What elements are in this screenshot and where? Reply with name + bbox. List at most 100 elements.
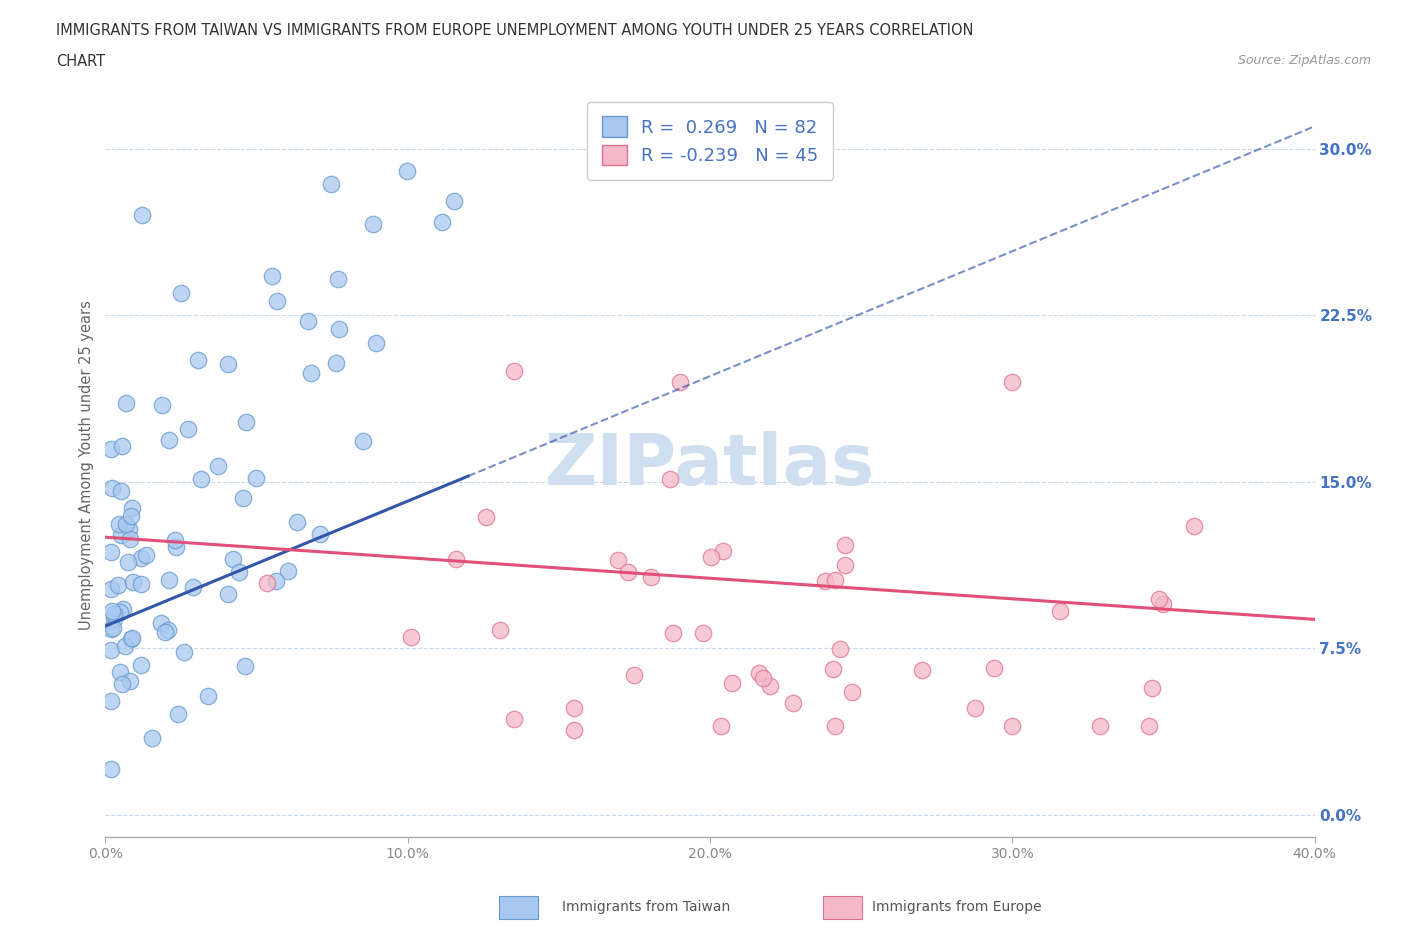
Point bbox=[352, 433, 374, 448]
Point bbox=[1088, 719, 1111, 734]
Point bbox=[111, 438, 134, 453]
Text: Immigrants from Europe: Immigrants from Europe bbox=[872, 899, 1042, 914]
Point bbox=[1049, 604, 1071, 618]
Point bbox=[121, 631, 143, 645]
Point bbox=[100, 545, 122, 560]
Point bbox=[107, 578, 129, 592]
Point bbox=[207, 458, 229, 473]
Point bbox=[176, 421, 198, 436]
Point bbox=[1182, 519, 1205, 534]
Point bbox=[277, 564, 299, 578]
Point bbox=[502, 364, 524, 379]
Point bbox=[114, 638, 136, 653]
Point bbox=[266, 294, 288, 309]
Point bbox=[748, 666, 770, 681]
Point bbox=[328, 322, 350, 337]
Point bbox=[502, 711, 524, 726]
Point bbox=[181, 579, 204, 594]
Point bbox=[983, 661, 1005, 676]
Point bbox=[222, 551, 245, 566]
Point bbox=[131, 577, 153, 591]
Y-axis label: Unemployment Among Youth under 25 years: Unemployment Among Youth under 25 years bbox=[79, 300, 94, 630]
Point bbox=[1153, 596, 1175, 611]
Point bbox=[153, 625, 176, 640]
Point bbox=[120, 673, 142, 688]
Point bbox=[759, 679, 782, 694]
Point bbox=[299, 365, 322, 380]
Point bbox=[101, 481, 124, 496]
Point bbox=[1001, 374, 1024, 389]
Point bbox=[309, 527, 332, 542]
Point bbox=[782, 696, 804, 711]
Point bbox=[616, 565, 638, 579]
Point bbox=[232, 491, 254, 506]
Point bbox=[197, 688, 219, 703]
Point bbox=[100, 604, 122, 618]
Point bbox=[120, 631, 142, 646]
Point bbox=[562, 723, 585, 737]
Point bbox=[141, 730, 163, 745]
Point bbox=[264, 573, 287, 588]
Point bbox=[659, 472, 682, 486]
Point bbox=[285, 514, 308, 529]
Point bbox=[112, 602, 135, 617]
Point bbox=[108, 516, 131, 531]
Point bbox=[100, 622, 122, 637]
Point bbox=[444, 552, 467, 567]
Point bbox=[187, 352, 209, 367]
Point bbox=[121, 575, 143, 590]
Point bbox=[841, 684, 863, 699]
Point bbox=[100, 762, 122, 777]
Point bbox=[607, 552, 630, 567]
Point bbox=[700, 550, 723, 565]
Point bbox=[190, 472, 212, 486]
Point bbox=[1137, 719, 1160, 734]
Point bbox=[233, 659, 256, 674]
Point bbox=[149, 616, 172, 631]
Point bbox=[129, 551, 152, 565]
Point bbox=[824, 573, 846, 588]
Point bbox=[911, 663, 934, 678]
Point bbox=[245, 471, 267, 485]
Point bbox=[824, 719, 846, 734]
Point bbox=[823, 662, 845, 677]
Point bbox=[361, 217, 384, 232]
Point bbox=[325, 355, 347, 370]
Point bbox=[710, 719, 733, 734]
Point bbox=[108, 604, 131, 619]
Point bbox=[1147, 592, 1170, 607]
Point bbox=[562, 700, 585, 715]
Point bbox=[100, 442, 122, 457]
Point bbox=[235, 415, 257, 430]
Point bbox=[111, 677, 134, 692]
Point bbox=[152, 397, 174, 412]
Point bbox=[115, 516, 138, 531]
Point bbox=[156, 622, 179, 637]
Point bbox=[443, 193, 465, 208]
Point bbox=[103, 611, 125, 626]
Point bbox=[489, 623, 512, 638]
Point bbox=[165, 539, 187, 554]
Point bbox=[752, 671, 775, 685]
Point bbox=[217, 586, 239, 601]
Point bbox=[669, 374, 692, 389]
Point bbox=[131, 207, 153, 222]
Point bbox=[321, 177, 343, 192]
Point bbox=[100, 582, 122, 597]
Point bbox=[834, 538, 856, 552]
Point bbox=[170, 286, 193, 300]
Point bbox=[834, 557, 856, 572]
Point bbox=[260, 269, 283, 284]
Point bbox=[110, 484, 132, 498]
Point bbox=[692, 625, 714, 640]
Point bbox=[364, 336, 387, 351]
Point bbox=[1001, 719, 1024, 734]
Point bbox=[163, 533, 186, 548]
Point bbox=[101, 621, 124, 636]
Legend: R =  0.269   N = 82, R = -0.239   N = 45: R = 0.269 N = 82, R = -0.239 N = 45 bbox=[588, 102, 832, 179]
Text: Source: ZipAtlas.com: Source: ZipAtlas.com bbox=[1237, 54, 1371, 67]
Text: ZIPatlas: ZIPatlas bbox=[546, 431, 875, 499]
Point bbox=[432, 215, 454, 230]
Point bbox=[110, 528, 132, 543]
Point bbox=[129, 658, 152, 672]
